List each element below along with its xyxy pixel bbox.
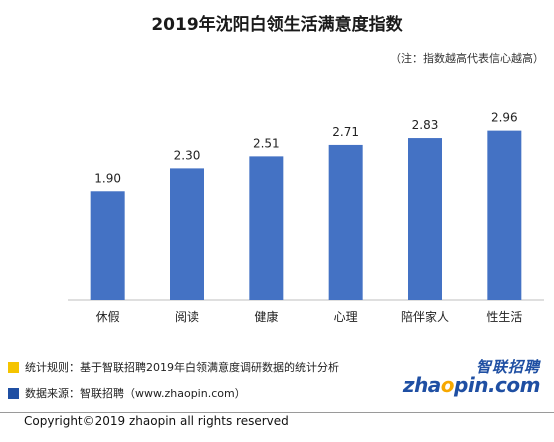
rule-marker [8,361,19,373]
x-tick-label: 陪伴家人 [401,309,449,324]
x-tick-label: 休假 [96,310,120,324]
logo-en-suffix: pin.com [454,373,540,397]
chart-note: （注：指数越高代表信心越高） [390,52,544,65]
logo-en-o: o [440,373,455,397]
logo-chinese: 智联招聘 [475,358,540,376]
logo-en-prefix: zha [402,373,441,397]
logo-english: zhaopin.com [402,373,541,397]
bar-chart: 1.90 休假 2.30 阅读 2.51 健康 2.71 心理 2.83 陪伴家人 2.96 性生活 [68,111,544,324]
data-label: 2.51 [253,136,280,150]
bar [249,156,284,300]
footer-rule: 统计规则：基于智联招聘2019年白领满意度调研数据的统计分析 [8,359,339,375]
x-tick-label: 心理 [334,310,358,324]
bar [487,130,522,300]
data-label: 2.83 [412,118,439,132]
rule-text: 统计规则：基于智联招聘2019年白领满意度调研数据的统计分析 [25,361,339,374]
x-tick-label: 健康 [254,309,278,324]
data-label: 2.71 [332,125,359,139]
bar [170,168,204,300]
x-tick-label: 阅读 [175,310,199,324]
bar [328,144,363,300]
bar [408,138,442,300]
chart-title: 2019年沈阳白领生活满意度指数 [151,15,403,35]
bar [90,191,125,300]
data-label: 1.90 [94,171,121,185]
x-tick-label: 性生活 [486,310,522,324]
zhaopin-logo: 智联招聘 zhaopin.com [403,356,541,400]
source-text: 数据来源：智联招聘（www.zhaopin.com） [25,387,246,400]
data-label: 2.96 [491,111,518,125]
data-label: 2.30 [174,148,201,162]
copyright: Copyright©2019 zhaopin all rights reserv… [0,412,554,442]
source-marker [8,387,19,399]
footer-source: 数据来源：智联招聘（www.zhaopin.com） [8,385,246,401]
